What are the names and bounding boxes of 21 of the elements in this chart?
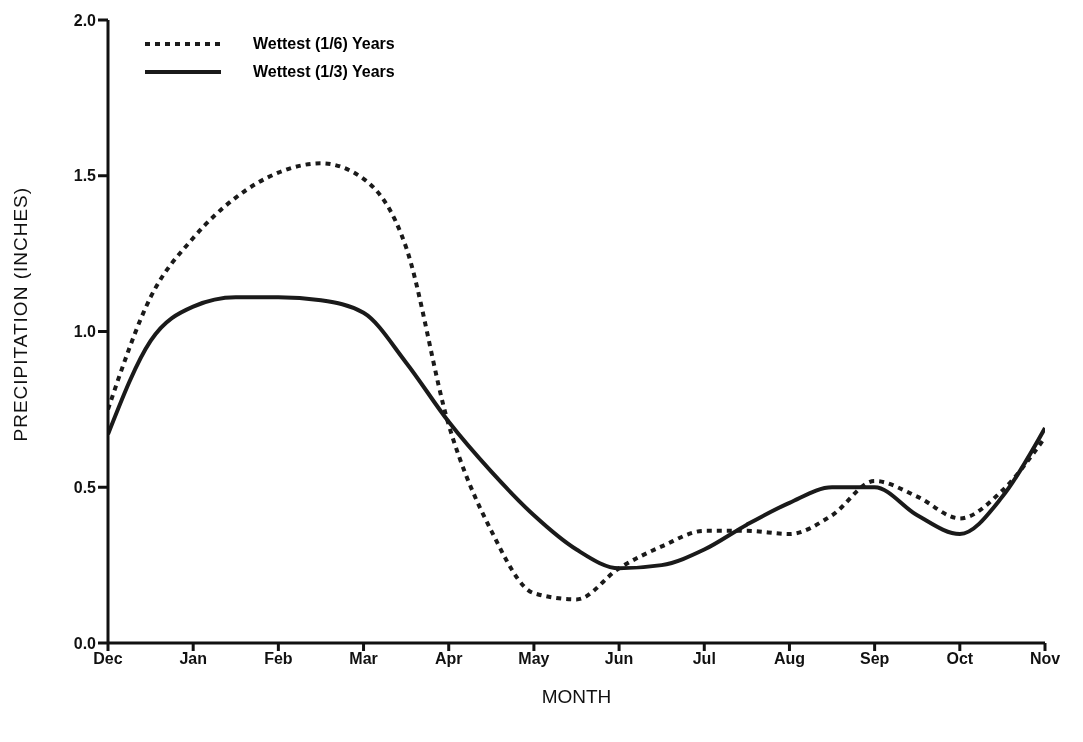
x-tick-label: Jun bbox=[604, 650, 634, 668]
y-tick-label: 0.5 bbox=[73, 478, 97, 496]
x-tick-label: Mar bbox=[349, 650, 378, 668]
legend-label: Wettest (1/3) Years bbox=[253, 63, 395, 81]
x-tick-label: Nov bbox=[1029, 650, 1061, 668]
legend-label: Wettest (1/6) Years bbox=[253, 35, 395, 53]
x-tick-label: May bbox=[518, 650, 550, 668]
x-tick-label: Apr bbox=[434, 650, 463, 668]
x-tick-label: Jul bbox=[692, 650, 716, 668]
x-tick-label: Sep bbox=[859, 650, 890, 668]
y-tick-label: 2.0 bbox=[73, 11, 97, 29]
x-axis-title: MONTH bbox=[541, 686, 612, 707]
x-tick-label: Aug bbox=[773, 650, 806, 668]
x-tick-label: Dec bbox=[93, 650, 123, 668]
x-tick-label: Jan bbox=[179, 650, 207, 668]
y-axis-title: PRECIPITATION (INCHES) bbox=[9, 186, 31, 442]
x-tick-label: Oct bbox=[946, 650, 974, 668]
y-tick-label: 1.0 bbox=[73, 323, 97, 341]
y-tick-label: 0.0 bbox=[73, 634, 97, 652]
y-tick-label: 1.5 bbox=[73, 167, 97, 185]
x-tick-label: Feb bbox=[264, 650, 293, 668]
